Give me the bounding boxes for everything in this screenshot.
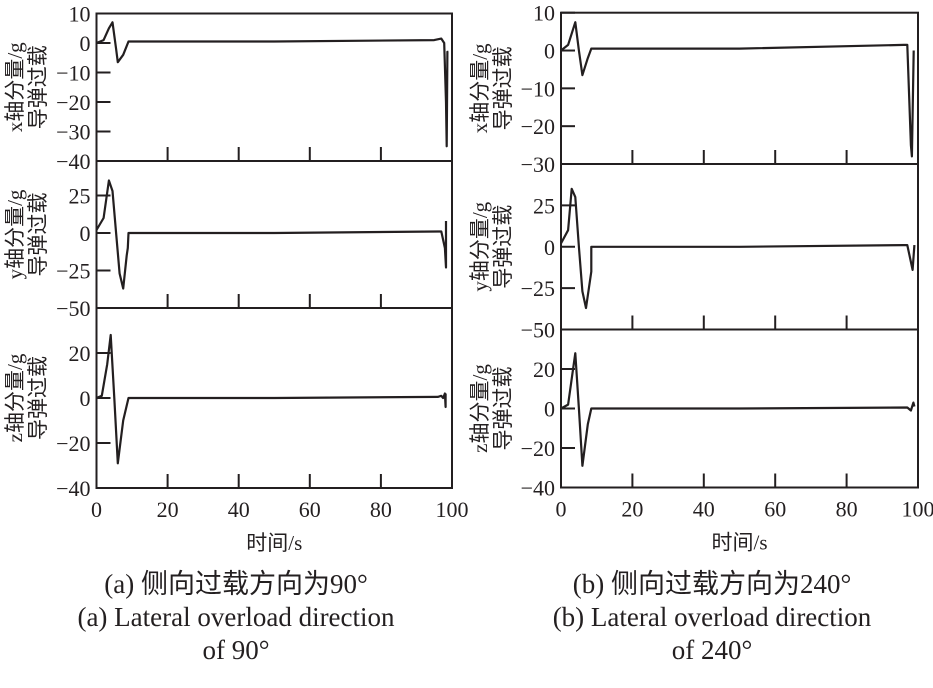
series-line-a-0	[96, 21, 449, 148]
xtick-label-b: 40	[693, 497, 715, 522]
ytick-label-b-2: −20	[521, 436, 555, 461]
caption-b-en-1: (b) Lateral overload direction	[552, 602, 872, 632]
ylabel-2-a-2: 导弹过载	[26, 356, 50, 440]
ytick-label-b-1: −50	[521, 318, 555, 343]
ytick-label-b-0: 10	[533, 1, 555, 26]
xtick-label-b: 80	[836, 497, 858, 522]
ytick-label-a-0: 10	[69, 2, 91, 27]
series-line-b-0	[560, 21, 915, 158]
ylabel-1-a-0: x轴分量/g	[3, 42, 27, 132]
axes-a-0	[95, 12, 453, 162]
ylabel-1-b-1: y轴分量/g	[468, 201, 492, 291]
ytick-label-b-0: −30	[521, 152, 555, 177]
ylabel-2-a-1: 导弹过载	[26, 193, 50, 277]
ylabel-1-a-1: y轴分量/g	[3, 189, 27, 279]
caption-a: (a) 侧向过载方向为90° (a) Lateral overload dire…	[6, 568, 466, 667]
ytick-label-a-0: −40	[56, 149, 90, 174]
ytick-label-a-2: 20	[69, 341, 91, 366]
xtick-label-a: 80	[370, 497, 392, 522]
ylabel-2-b-0: 导弹过载	[491, 46, 515, 130]
ytick-label-a-1: −25	[56, 259, 90, 284]
xtick-label-a: 40	[228, 497, 250, 522]
ytick-label-b-2: 0	[544, 397, 555, 422]
ylabel-2-b-1: 导弹过载	[491, 205, 515, 289]
ytick-label-a-1: 0	[80, 221, 91, 246]
series-line-b-2	[560, 352, 916, 467]
ytick-label-a-2: 0	[80, 386, 91, 411]
ytick-label-a-2: −40	[56, 476, 90, 501]
xlabel-a: 时间/s	[246, 531, 302, 555]
xtick-label-a: 0	[91, 497, 102, 522]
ylabel-2-a-0: 导弹过载	[26, 45, 50, 129]
ytick-label-b-1: 25	[533, 193, 555, 218]
caption-b-cn: (b) 侧向过载方向为240°	[572, 569, 852, 599]
ytick-label-b-2: 20	[533, 357, 555, 382]
series-line-b-1	[560, 187, 916, 310]
xtick-label-b: 100	[902, 497, 933, 522]
xtick-label-b: 60	[764, 497, 786, 522]
ytick-label-b-1: 0	[544, 235, 555, 260]
ytick-label-b-0: −20	[521, 114, 555, 139]
caption-a-cn: (a) 侧向过载方向为90°	[104, 569, 368, 599]
caption-b-en-2: of 240°	[671, 635, 753, 665]
axes-a-1	[95, 160, 453, 309]
ytick-label-a-0: −20	[56, 90, 90, 115]
ytick-label-a-0: 0	[80, 31, 91, 56]
ytick-label-b-0: 0	[544, 39, 555, 64]
xtick-label-a: 60	[299, 497, 321, 522]
ylabel-1-b-2: z轴分量/g	[468, 364, 492, 453]
xtick-label-a: 20	[157, 497, 179, 522]
ylabel-1-a-2: z轴分量/g	[3, 353, 27, 442]
series-line-a-2	[96, 333, 447, 465]
ytick-label-a-1: −50	[56, 296, 90, 321]
ytick-label-a-0: −30	[56, 120, 90, 145]
ylabel-1-b-0: x轴分量/g	[468, 43, 492, 133]
xtick-label-b: 20	[621, 497, 643, 522]
axes-b-0	[560, 11, 919, 166]
ytick-label-a-0: −10	[56, 61, 90, 86]
caption-a-en-2: of 90°	[202, 635, 270, 665]
caption-a-en-1: (a) Lateral overload direction	[77, 602, 395, 632]
ytick-label-b-1: −25	[521, 276, 555, 301]
xlabel-b: 时间/s	[711, 531, 767, 555]
ytick-label-a-2: −20	[56, 431, 90, 456]
ytick-label-a-1: 25	[69, 184, 91, 209]
ytick-label-b-2: −40	[521, 476, 555, 501]
caption-b: (b) 侧向过载方向为240° (b) Lateral overload dir…	[482, 568, 933, 667]
xtick-label-b: 0	[556, 497, 567, 522]
ytick-label-b-0: −10	[521, 76, 555, 101]
series-line-a-1	[95, 179, 448, 290]
xtick-label-a: 100	[436, 497, 469, 522]
ylabel-2-b-2: 导弹过载	[491, 367, 515, 451]
